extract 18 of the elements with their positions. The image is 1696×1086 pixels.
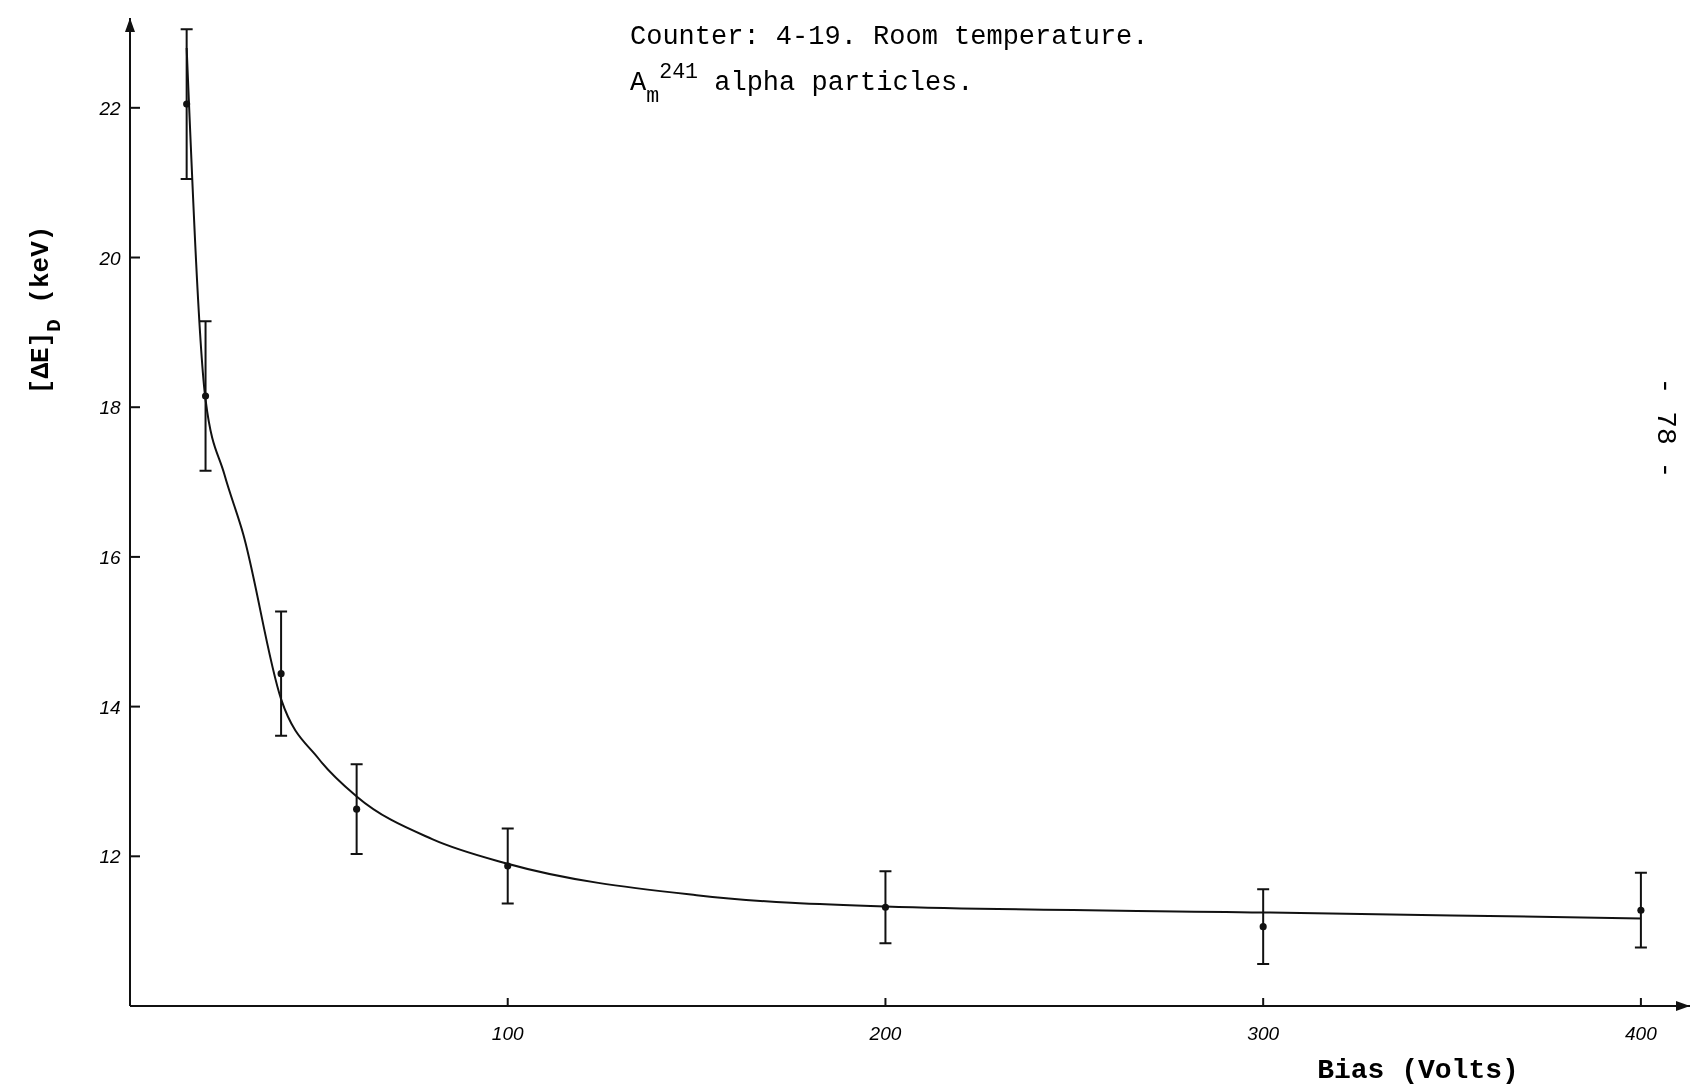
y-tick-label: 22 [98, 97, 121, 119]
point [353, 805, 361, 813]
annotation: A$_{m}$$^{241}$ alpha particles. [630, 60, 974, 108]
y-tick-label: 14 [99, 696, 121, 718]
x-tick-label: 300 [1247, 1023, 1280, 1044]
y-tick-label: 16 [99, 546, 121, 568]
y-tick-label: 18 [99, 397, 121, 419]
x-tick-label: 400 [1625, 1023, 1658, 1044]
x-axis-title: Bias (Volts) [1317, 1055, 1519, 1086]
point [277, 670, 285, 678]
annotation: - 78 - [1650, 377, 1681, 479]
point [1259, 923, 1267, 931]
y-tick-label: 20 [98, 247, 121, 269]
x-tick-label: 100 [491, 1023, 525, 1044]
x-tick-label: 200 [868, 1023, 902, 1044]
point [1637, 906, 1645, 914]
y-tick-label: 12 [99, 846, 121, 868]
annotation: Counter: 4-19. Room temperature. [630, 22, 1149, 52]
